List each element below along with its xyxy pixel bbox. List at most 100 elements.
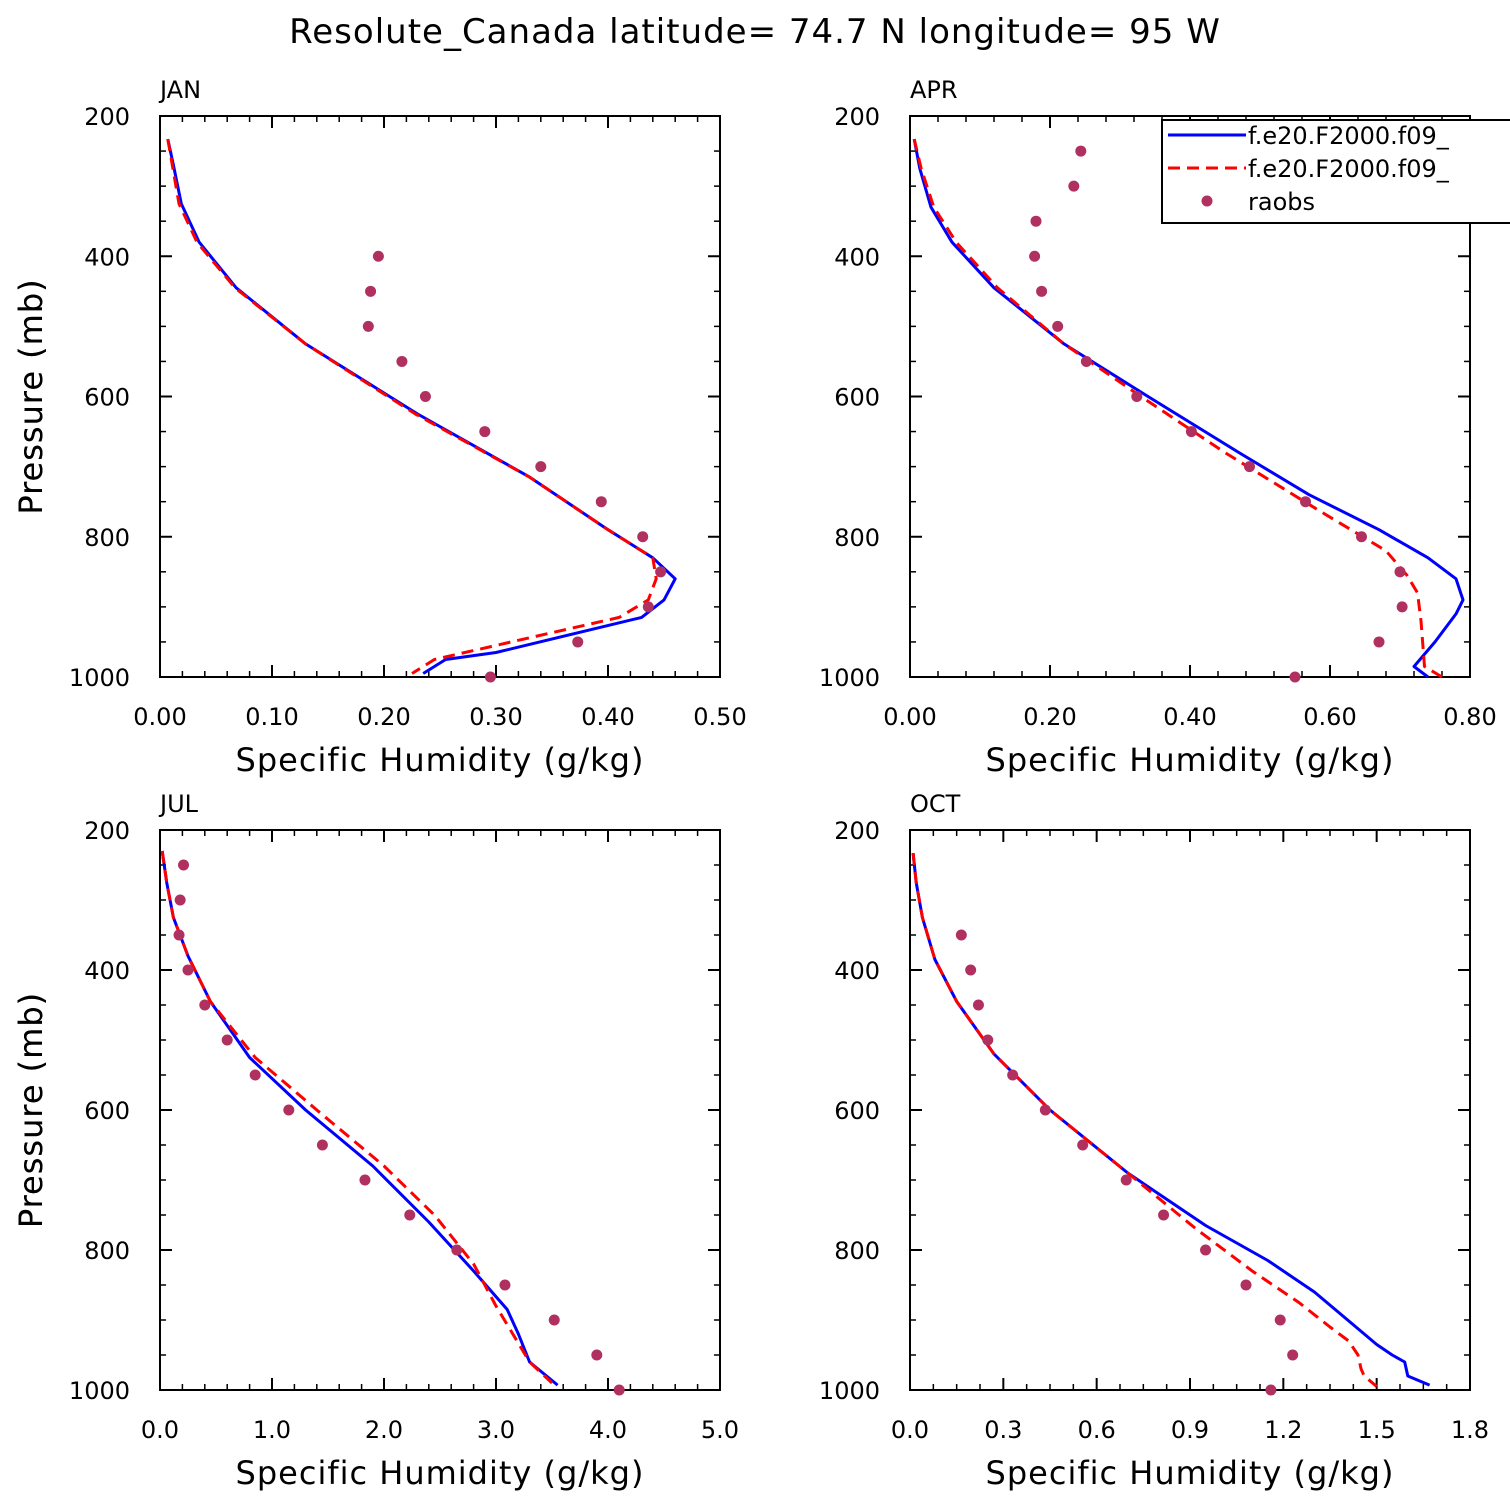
y-tick-label-jul: 800 [84, 1237, 130, 1265]
x-tick-label-oct: 1.5 [1358, 1416, 1396, 1444]
y-tick-label-jan: 200 [84, 103, 130, 131]
x-tick-label-apr: 0.20 [1023, 703, 1076, 731]
panel-label-jan: JAN [158, 76, 201, 104]
raobs-point-oct [1120, 1174, 1132, 1186]
y-tick-label-jan: 400 [84, 243, 130, 271]
raobs-point-jan [637, 531, 649, 543]
raobs-point-jul [178, 859, 190, 871]
model-solid-line-oct [911, 852, 1431, 1387]
y-tick-label-jul: 400 [84, 957, 130, 985]
raobs-point-apr [1036, 285, 1048, 297]
model-dashed-line-oct [911, 852, 1378, 1388]
legend-box [1161, 119, 1510, 224]
raobs-point-apr [1068, 180, 1080, 192]
plot-frame-jan [159, 115, 721, 678]
y-tick-label-apr: 600 [834, 384, 880, 412]
raobs-point-jul [173, 929, 185, 941]
y-tick-label-jul: 1000 [69, 1377, 130, 1405]
raobs-point-jan [572, 636, 584, 648]
raobs-point-apr [1075, 145, 1087, 157]
x-tick-label-jan: 0.20 [357, 703, 410, 731]
x-tick-label-oct: 1.2 [1264, 1416, 1302, 1444]
x-tick-label-jul: 3.0 [477, 1416, 515, 1444]
x-tick-label-jan: 0.40 [581, 703, 634, 731]
model-dashed-line-apr [912, 138, 1443, 679]
y-axis-title-apr: Pressure (mb) [12, 278, 50, 514]
x-tick-label-oct: 0.9 [1171, 1416, 1209, 1444]
raobs-point-apr [1080, 355, 1092, 367]
raobs-point-apr [1029, 250, 1041, 262]
raobs-point-jul [199, 999, 211, 1011]
raobs-point-oct [1039, 1104, 1051, 1116]
raobs-point-apr [1396, 601, 1408, 613]
y-axis-title-jan: Pressure (mb) [12, 278, 50, 514]
model-dashed-line-jan [166, 138, 658, 675]
raobs-point-apr [1131, 391, 1143, 402]
raobs-point-oct [1265, 1384, 1277, 1396]
x-axis-title-oct: Specific Humidity (g/kg) [986, 1454, 1395, 1492]
model-dashed-line-jul [160, 850, 554, 1385]
x-tick-label-jan: 0.00 [133, 703, 186, 731]
raobs-point-jan [419, 391, 431, 402]
raobs-point-apr [1289, 671, 1301, 683]
x-tick-label-jul: 1.0 [253, 1416, 291, 1444]
panel-label-apr: APR [910, 76, 958, 104]
x-tick-label-jan: 0.50 [693, 703, 746, 731]
y-tick-label-oct: 600 [834, 1097, 880, 1125]
raobs-point-apr [1300, 496, 1311, 508]
y-tick-label-apr: 800 [834, 524, 880, 552]
x-tick-label-oct: 1.8 [1451, 1416, 1489, 1444]
x-tick-label-jul: 0.0 [141, 1416, 179, 1444]
legend-label: f.e20.F2000.f09_ [1248, 122, 1450, 150]
y-tick-label-jan: 600 [84, 384, 130, 412]
raobs-point-oct [1158, 1209, 1170, 1221]
x-tick-label-apr: 0.80 [1443, 703, 1496, 731]
raobs-point-apr [1052, 320, 1064, 332]
x-tick-label-oct: 0.6 [1078, 1416, 1116, 1444]
raobs-point-oct [982, 1034, 994, 1046]
raobs-point-apr [1356, 531, 1367, 543]
x-tick-label-oct: 0.3 [984, 1416, 1022, 1444]
raobs-point-jul [548, 1314, 560, 1326]
y-tick-label-oct: 1000 [819, 1377, 880, 1405]
raobs-point-jul [404, 1209, 416, 1221]
raobs-point-jan [396, 355, 408, 367]
figure-title: Resolute_Canada latitude= 74.7 N longitu… [289, 12, 1221, 52]
raobs-point-jul [283, 1104, 295, 1116]
raobs-point-jul [182, 964, 194, 976]
raobs-point-jul [499, 1279, 511, 1291]
x-tick-label-jul: 2.0 [365, 1416, 403, 1444]
raobs-point-jul [451, 1244, 463, 1256]
y-tick-label-jul: 200 [84, 817, 130, 845]
x-tick-label-jan: 0.30 [469, 703, 522, 731]
x-axis-title-jan: Specific Humidity (g/kg) [236, 741, 645, 779]
raobs-point-apr [1030, 215, 1042, 227]
raobs-point-oct [965, 964, 977, 976]
raobs-point-jul [359, 1174, 371, 1186]
raobs-point-jul [221, 1034, 233, 1046]
raobs-point-jul [613, 1384, 625, 1396]
raobs-point-apr [1394, 566, 1406, 578]
raobs-point-jul [249, 1069, 261, 1081]
panel-label-jul: JUL [158, 790, 199, 818]
raobs-point-apr [1185, 426, 1197, 438]
y-tick-label-apr: 1000 [819, 664, 880, 692]
x-tick-label-apr: 0.60 [1303, 703, 1356, 731]
y-tick-label-apr: 400 [834, 243, 880, 271]
x-tick-label-jan: 0.10 [245, 703, 298, 731]
plot-frame-oct [909, 829, 1471, 1391]
raobs-point-jan [362, 320, 374, 332]
y-axis-title-jul: Pressure (mb) [12, 992, 50, 1228]
raobs-point-jan [365, 285, 377, 297]
x-tick-label-apr: 0.00 [883, 703, 936, 731]
y-axis-title-oct: Pressure (mb) [12, 992, 50, 1228]
raobs-point-oct [955, 929, 967, 941]
legend-label: f.e20.F2000.f09_ [1248, 155, 1450, 183]
y-tick-label-oct: 200 [834, 817, 880, 845]
legend-marker-raobs [1201, 195, 1213, 207]
x-tick-label-apr: 0.40 [1163, 703, 1216, 731]
raobs-point-oct [1200, 1244, 1212, 1256]
plot-frame-jul [159, 829, 721, 1391]
y-tick-label-oct: 800 [834, 1237, 880, 1265]
